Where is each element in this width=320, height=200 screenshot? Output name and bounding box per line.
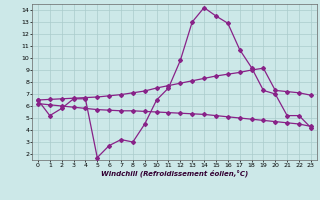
X-axis label: Windchill (Refroidissement éolien,°C): Windchill (Refroidissement éolien,°C) (101, 169, 248, 177)
